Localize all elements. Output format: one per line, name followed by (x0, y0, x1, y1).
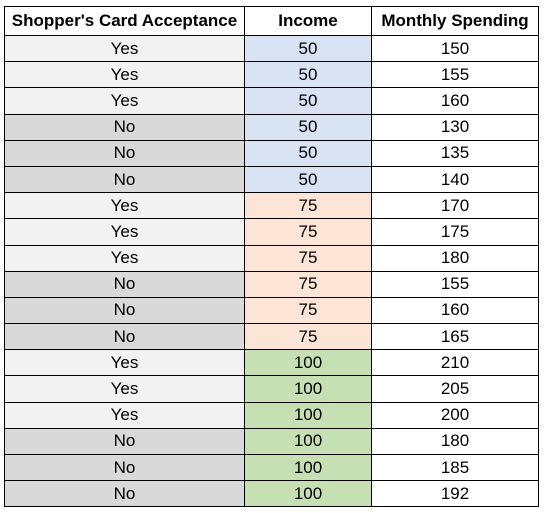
acceptance-cell: Yes (4, 34, 245, 63)
income-cell: 75 (244, 218, 372, 246)
table-row: Yes 100 210 (4, 349, 539, 377)
income-cell: 50 (244, 61, 372, 89)
acceptance-cell: Yes (4, 244, 245, 272)
table-row: Yes 50 160 (4, 87, 539, 115)
table-row: No 50 130 (4, 113, 539, 141)
spending-cell: 192 (371, 480, 539, 508)
acceptance-cell: Yes (4, 401, 245, 429)
data-table: Shopper's Card Acceptance Income Monthly… (4, 6, 539, 508)
acceptance-cell: No (4, 480, 245, 508)
acceptance-cell: Yes (4, 349, 245, 377)
acceptance-cell: No (4, 139, 245, 167)
income-cell: 100 (244, 349, 372, 377)
header-income: Income (244, 6, 372, 36)
table-row: Yes 100 205 (4, 375, 539, 403)
acceptance-cell: Yes (4, 218, 245, 246)
income-cell: 75 (244, 244, 372, 272)
income-cell: 50 (244, 139, 372, 167)
income-cell: 50 (244, 165, 372, 194)
income-cell: 75 (244, 192, 372, 220)
table-row: No 75 165 (4, 323, 539, 351)
spending-cell: 155 (371, 270, 539, 298)
table-row: No 75 160 (4, 296, 539, 325)
spending-cell: 140 (371, 165, 539, 194)
income-cell: 50 (244, 34, 372, 63)
income-cell: 100 (244, 453, 372, 482)
income-cell: 75 (244, 270, 372, 298)
table-row: No 50 140 (4, 165, 539, 194)
table-row: Yes 75 175 (4, 218, 539, 246)
spending-cell: 155 (371, 61, 539, 89)
acceptance-cell: No (4, 323, 245, 351)
table-row: No 75 155 (4, 270, 539, 298)
income-cell: 100 (244, 427, 372, 456)
acceptance-cell: Yes (4, 87, 245, 115)
header-shoppers-card-acceptance: Shopper's Card Acceptance (4, 6, 245, 36)
spending-cell: 200 (371, 401, 539, 429)
spending-cell: 135 (371, 139, 539, 167)
spending-cell: 150 (371, 34, 539, 63)
table-row: No 100 192 (4, 480, 539, 508)
spending-cell: 160 (371, 87, 539, 115)
income-cell: 50 (244, 87, 372, 115)
table-row: No 50 135 (4, 139, 539, 167)
spending-cell: 180 (371, 244, 539, 272)
spending-cell: 175 (371, 218, 539, 246)
table-row: Yes 75 170 (4, 192, 539, 220)
spending-cell: 210 (371, 349, 539, 377)
spending-cell: 160 (371, 296, 539, 325)
acceptance-cell: No (4, 453, 245, 482)
income-cell: 75 (244, 296, 372, 325)
header-row: Shopper's Card Acceptance Income Monthly… (4, 6, 539, 36)
income-cell: 100 (244, 480, 372, 508)
acceptance-cell: Yes (4, 192, 245, 220)
spending-cell: 205 (371, 375, 539, 403)
spending-cell: 130 (371, 113, 539, 141)
spending-cell: 170 (371, 192, 539, 220)
header-monthly-spending: Monthly Spending (371, 6, 539, 36)
table-row: Yes 75 180 (4, 244, 539, 272)
table-row: Yes 50 155 (4, 61, 539, 89)
acceptance-cell: No (4, 427, 245, 456)
income-cell: 100 (244, 401, 372, 429)
table-row: No 100 185 (4, 453, 539, 482)
income-cell: 75 (244, 323, 372, 351)
acceptance-cell: No (4, 270, 245, 298)
acceptance-cell: No (4, 296, 245, 325)
acceptance-cell: Yes (4, 375, 245, 403)
income-cell: 100 (244, 375, 372, 403)
table-row: Yes 100 200 (4, 401, 539, 429)
acceptance-cell: Yes (4, 61, 245, 89)
income-cell: 50 (244, 113, 372, 141)
spending-cell: 185 (371, 453, 539, 482)
acceptance-cell: No (4, 113, 245, 141)
table-row: Yes 50 150 (4, 34, 539, 63)
acceptance-cell: No (4, 165, 245, 194)
spending-cell: 180 (371, 427, 539, 456)
table-row: No 100 180 (4, 427, 539, 456)
spending-cell: 165 (371, 323, 539, 351)
